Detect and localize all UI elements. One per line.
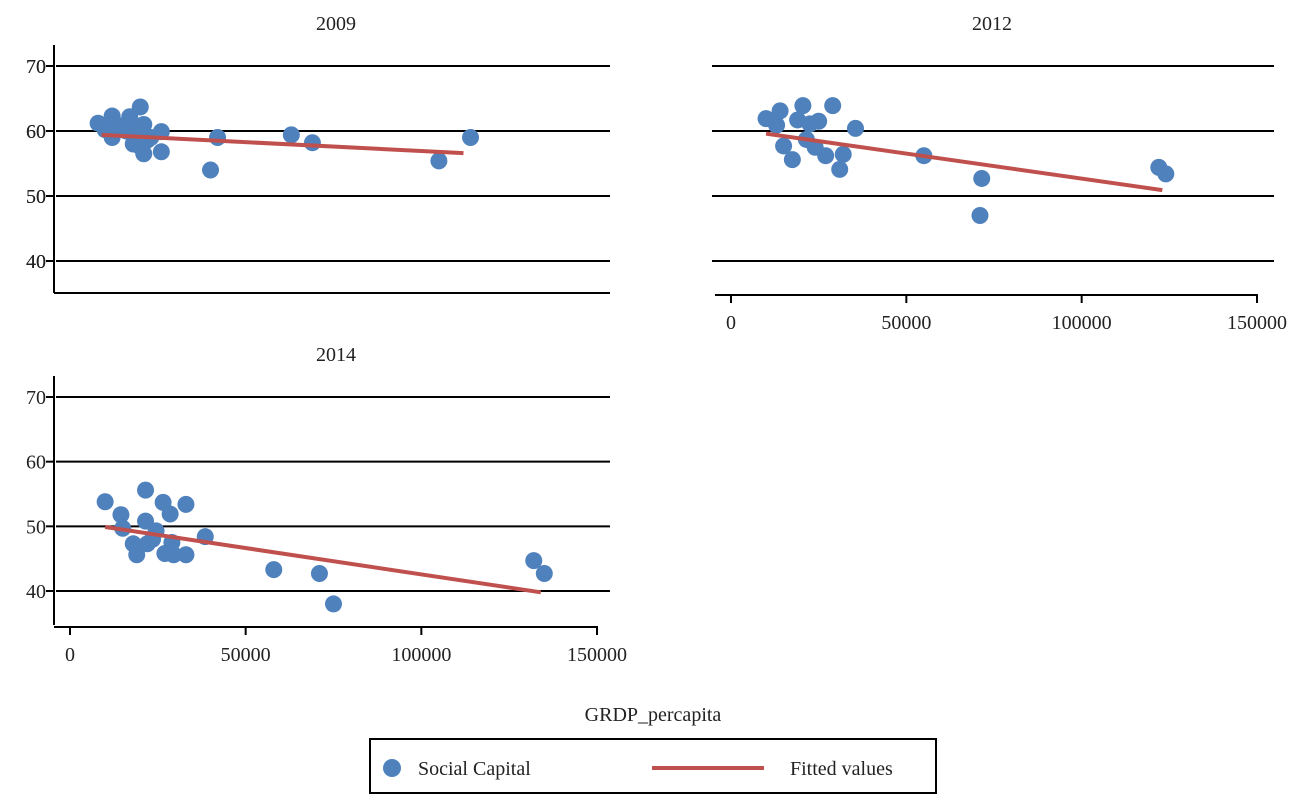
data-point xyxy=(462,129,480,146)
y-tick-label: 50 xyxy=(26,516,46,538)
fitted-line xyxy=(104,525,542,595)
data-point xyxy=(794,97,812,115)
data-point xyxy=(135,116,153,133)
data-point xyxy=(165,546,183,564)
data-point xyxy=(325,595,342,613)
panel-2014: 2014 40 50 60 70 0 50000 100000 150000 xyxy=(26,344,627,666)
y-tick-label: 60 xyxy=(26,452,46,474)
data-point xyxy=(775,137,793,155)
legend-marker-social-capital xyxy=(383,759,401,777)
y-tick-label: 50 xyxy=(26,186,46,208)
data-point xyxy=(128,546,146,564)
data-point xyxy=(202,161,220,179)
data-point xyxy=(535,565,553,583)
x-axis-title: GRDP_percapita xyxy=(585,704,722,726)
y-tick-label: 40 xyxy=(26,581,46,603)
x-tick-label: 100000 xyxy=(1052,312,1112,334)
data-point xyxy=(783,151,801,169)
data-point xyxy=(265,561,283,579)
x-tick-label: 50000 xyxy=(881,312,931,334)
fitted-line xyxy=(101,132,464,156)
legend-label-social-capital: Social Capital xyxy=(418,758,531,780)
panel-title: 2009 xyxy=(316,13,356,35)
legend-label-fitted-values: Fitted values xyxy=(790,758,893,780)
y-tick-label: 60 xyxy=(26,121,46,143)
x-tick-label: 50000 xyxy=(221,644,271,666)
y-tick-label: 40 xyxy=(26,251,46,273)
y-tick-label: 50 xyxy=(26,186,46,208)
x-tick-label: 150000 xyxy=(1227,312,1287,334)
data-point xyxy=(771,102,789,120)
x-tick-label: 150000 xyxy=(567,644,627,666)
data-point xyxy=(112,506,130,524)
x-tick-label: 100000 xyxy=(391,644,451,666)
data-point xyxy=(973,169,991,187)
y-tick-label: 40 xyxy=(26,251,46,273)
data-point xyxy=(152,143,170,161)
data-point xyxy=(971,207,989,224)
legend-box xyxy=(369,738,937,794)
data-point xyxy=(1157,165,1175,183)
fitted-line xyxy=(765,131,1163,193)
data-point xyxy=(135,145,153,163)
data-point xyxy=(282,126,300,144)
y-tick-label: 70 xyxy=(26,387,46,409)
panel-2012: 2012 40 50 60 70 0 50000 100000 150000 xyxy=(26,13,1287,334)
data-point xyxy=(846,119,864,137)
panel-title: 2012 xyxy=(972,13,1012,35)
x-tick-label: 0 xyxy=(726,312,736,334)
data-point xyxy=(209,129,227,146)
data-point xyxy=(525,552,543,570)
data-point xyxy=(310,565,328,583)
legend: Social Capital Fitted values xyxy=(369,738,937,794)
data-point xyxy=(831,160,849,178)
data-point xyxy=(96,493,114,511)
data-point xyxy=(817,147,835,165)
data-point xyxy=(430,152,448,170)
data-point xyxy=(177,546,195,564)
data-point xyxy=(177,495,195,513)
panel-title: 2014 xyxy=(316,344,356,366)
y-tick-label: 70 xyxy=(26,56,46,78)
data-point xyxy=(131,98,149,116)
data-point xyxy=(768,116,786,134)
data-point xyxy=(137,481,155,499)
y-tick-label: 60 xyxy=(26,121,46,143)
y-tick-label: 70 xyxy=(26,56,46,78)
panel-2009: 2009 40 50 60 70 xyxy=(26,13,610,294)
data-point xyxy=(824,97,842,115)
data-point xyxy=(810,112,828,130)
chart-panels: 2009 40 50 60 70 2012 40 50 60 70 0 50000 100000 1500… xyxy=(26,13,1287,666)
x-tick-label: 0 xyxy=(65,644,75,666)
data-point xyxy=(303,134,321,152)
data-point xyxy=(834,145,852,163)
data-point xyxy=(161,505,179,523)
